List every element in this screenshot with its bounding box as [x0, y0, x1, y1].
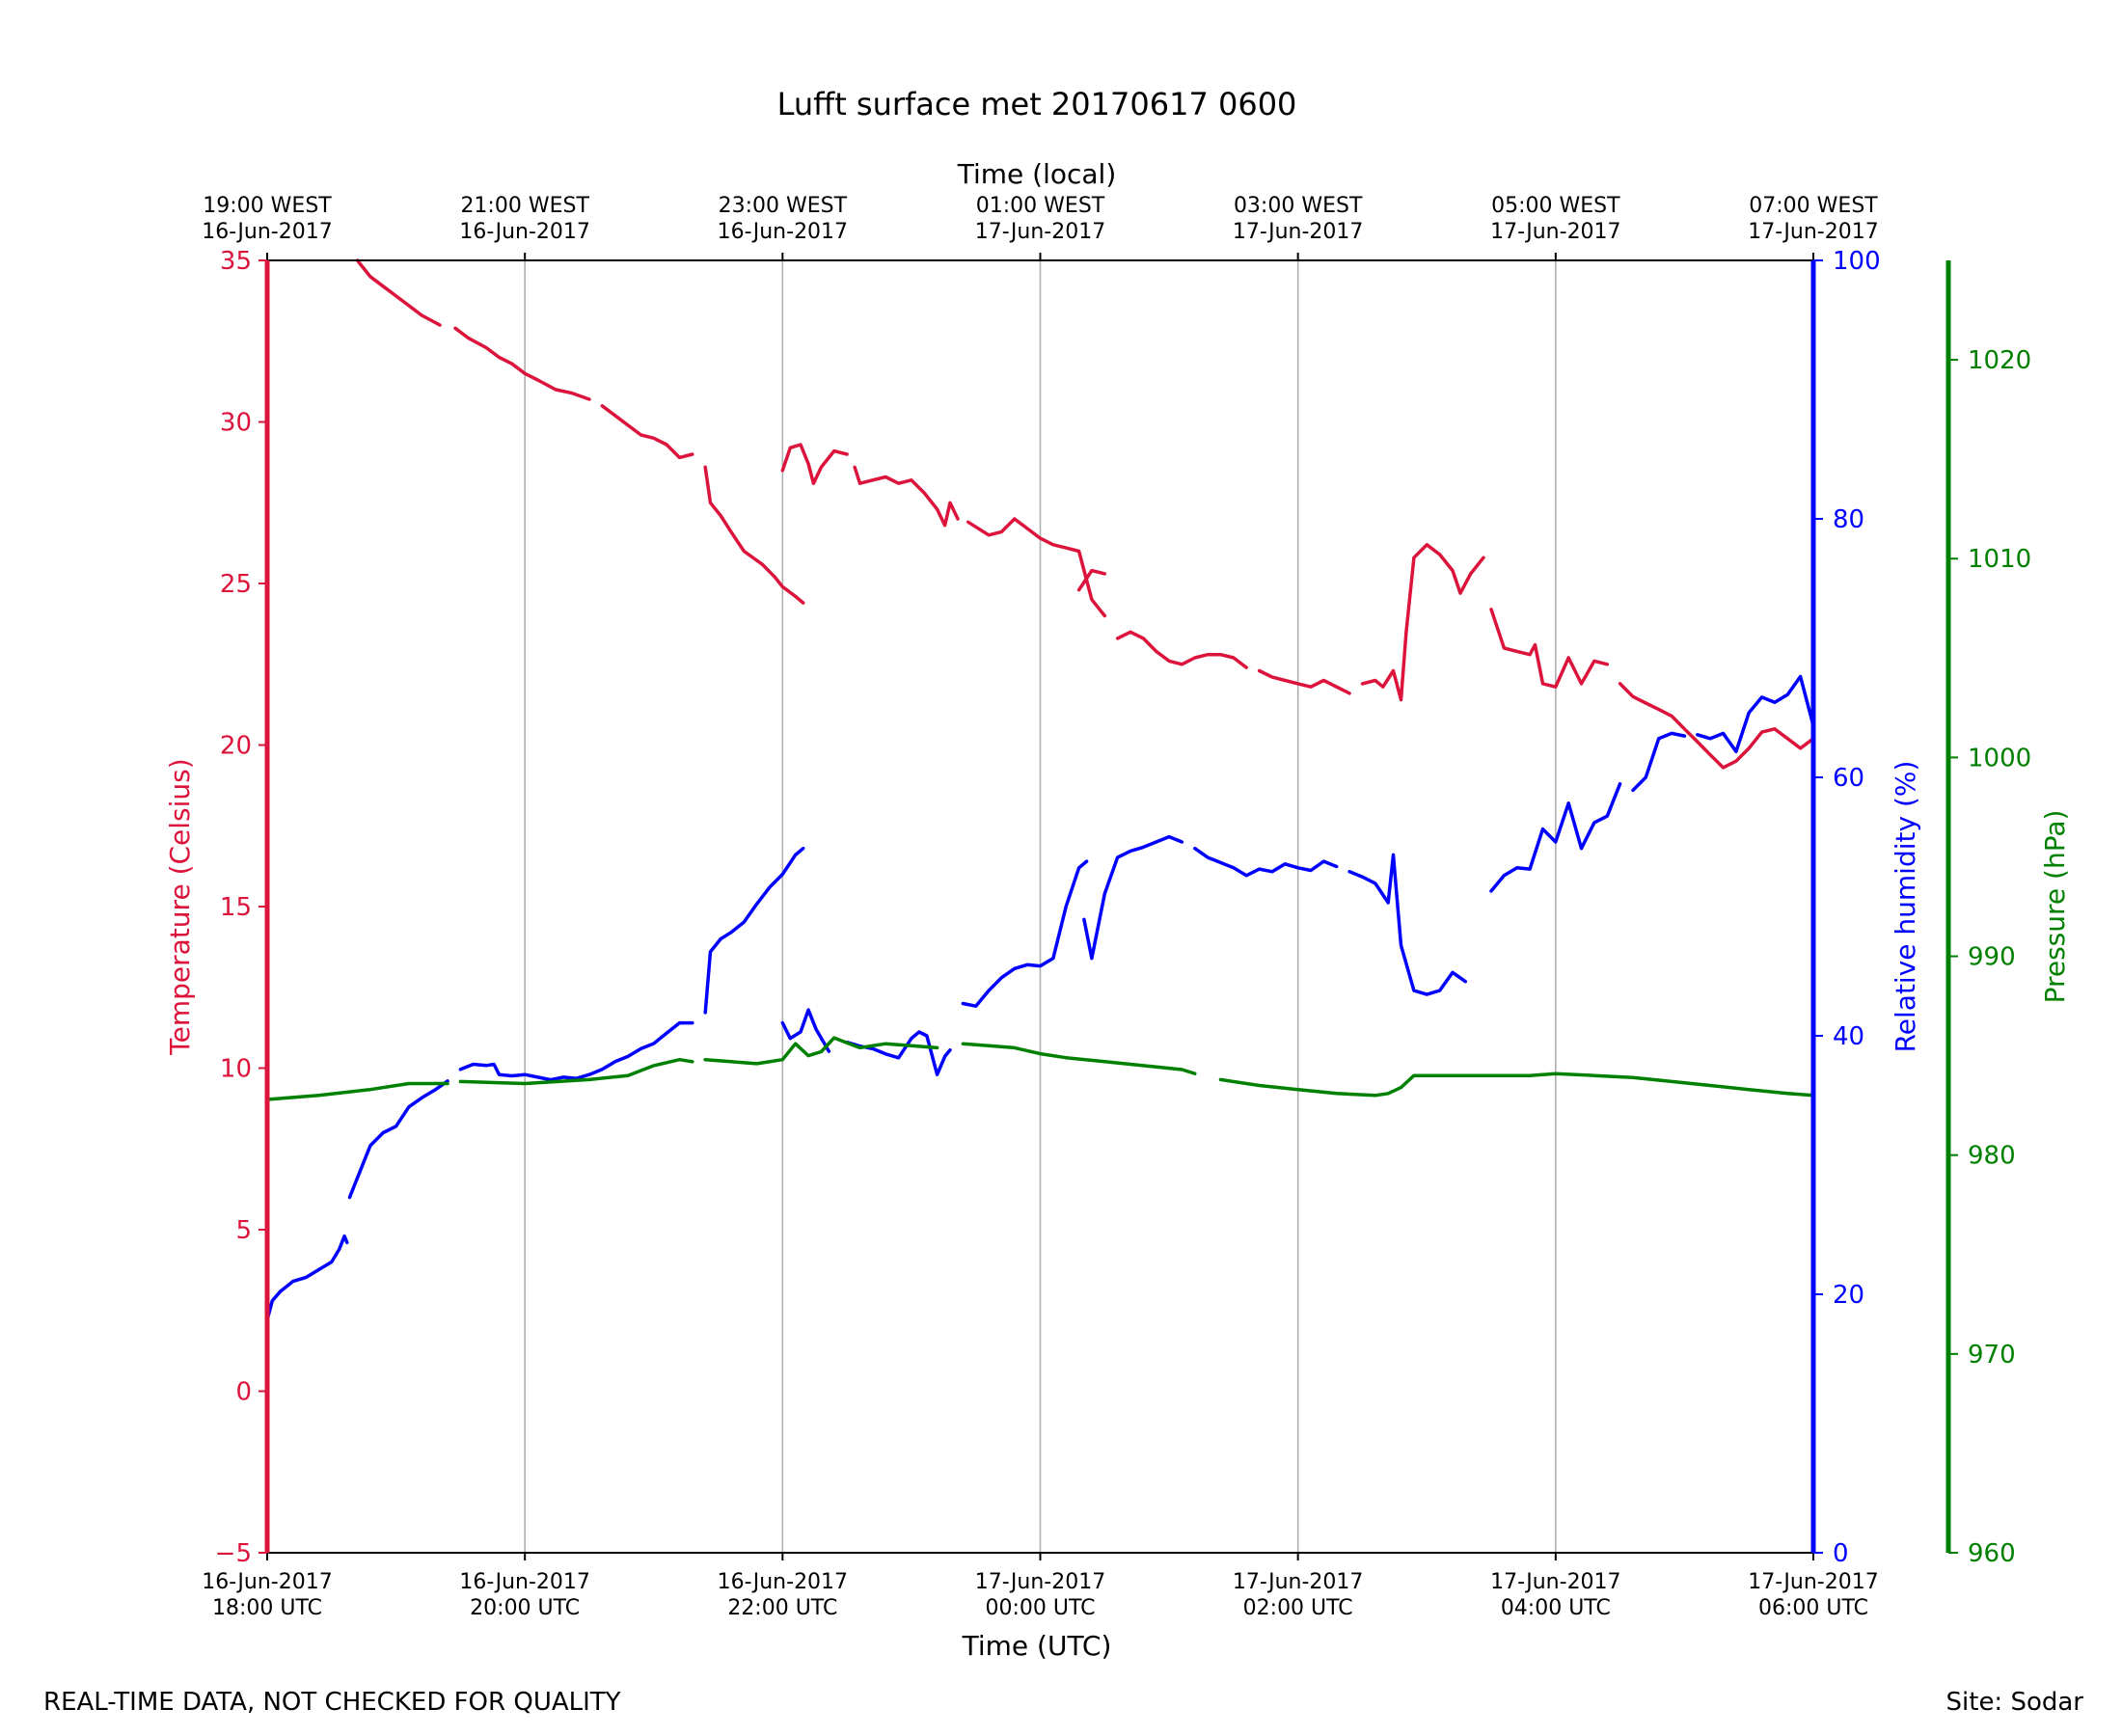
rh-series-line: [265, 1234, 349, 1322]
x-tick-label: 02:00 UTC: [1243, 1596, 1353, 1620]
top-x-tick-label: 05:00 WEST: [1491, 194, 1620, 218]
pressure-tick-label: 970: [1968, 1341, 2016, 1370]
top-x-tick-label: 07:00 WEST: [1749, 194, 1878, 218]
temp-series-line: [853, 465, 960, 528]
rh-series-line: [1347, 853, 1468, 996]
top-x-tick-label: 21:00 WEST: [460, 194, 589, 218]
bottom-axis-label: Time (UTC): [962, 1630, 1112, 1662]
humidity-tick-label: 0: [1833, 1539, 1849, 1568]
pressure-axis-label: Pressure (hPa): [2039, 810, 2071, 1004]
rh-series-line: [845, 1030, 952, 1076]
footer-quality-note: REAL-TIME DATA, NOT CHECKED FOR QUALITY: [43, 1688, 621, 1717]
temperature-tick-label: 30: [220, 409, 252, 438]
pres-series-line: [1218, 1071, 1815, 1098]
pressure-tick-label: 1000: [1968, 744, 2031, 773]
x-tick-label: 17-Jun-2017: [1233, 1570, 1363, 1594]
top-x-tick-label: 17-Jun-2017: [1233, 220, 1363, 244]
x-tick-label: 22:00 UTC: [727, 1596, 837, 1620]
pres-series-line: [265, 1081, 449, 1101]
temperature-tick-label: 35: [220, 247, 252, 276]
top-axis-label: Time (local): [957, 158, 1117, 190]
rh-series-line: [1193, 846, 1339, 878]
temp-series-line: [1257, 668, 1351, 695]
temp-series-line: [966, 517, 1107, 618]
series-lines: [265, 258, 1815, 1322]
top-x-tick-label: 19:00 WEST: [203, 194, 332, 218]
rh-series-line: [458, 1020, 694, 1082]
temp-series-line: [355, 258, 442, 327]
temp-series-line: [600, 404, 694, 460]
x-tick-label: 17-Jun-2017: [1748, 1570, 1878, 1594]
top-x-tick-label: 16-Jun-2017: [718, 220, 848, 244]
grid-lines: [266, 260, 1814, 1553]
temperature-tick-label: −5: [215, 1539, 252, 1568]
temperature-axis-label: Temperature (Celsius): [164, 758, 196, 1055]
top-x-tick-label: 17-Jun-2017: [975, 220, 1105, 244]
chart-title: Lufft surface met 20170617 0600: [777, 86, 1297, 122]
humidity-tick-label: 60: [1833, 764, 1864, 793]
x-tick-label: 16-Jun-2017: [459, 1570, 589, 1594]
top-x-tick-label: 17-Jun-2017: [1748, 220, 1878, 244]
temp-series-line: [703, 465, 805, 605]
rh-series-line: [1631, 731, 1687, 793]
temp-series-line: [1360, 543, 1485, 702]
rh-series-line: [961, 859, 1089, 1008]
x-tick-label: 20:00 UTC: [470, 1596, 580, 1620]
humidity-tick-label: 100: [1833, 247, 1881, 276]
x-tick-label: 00:00 UTC: [985, 1596, 1095, 1620]
pres-series-line: [703, 1036, 939, 1066]
humidity-axis-label: Relative humidity (%): [1890, 761, 1921, 1053]
rh-series-line: [703, 846, 805, 1015]
x-tick-label: 17-Jun-2017: [1490, 1570, 1620, 1594]
temp-series-line: [780, 443, 849, 485]
x-tick-label: 06:00 UTC: [1758, 1596, 1868, 1620]
rh-series-line: [347, 1079, 449, 1200]
temperature-tick-label: 25: [220, 570, 252, 599]
rh-series-line: [1696, 674, 1815, 753]
temperature-tick-label: 15: [220, 893, 252, 922]
humidity-tick-label: 40: [1833, 1022, 1864, 1051]
top-x-tick-label: 01:00 WEST: [976, 194, 1105, 218]
rh-series-line: [1489, 781, 1622, 893]
pressure-tick-label: 980: [1968, 1142, 2016, 1171]
top-x-tick-label: 03:00 WEST: [1234, 194, 1363, 218]
temperature-tick-label: 5: [235, 1216, 252, 1245]
temp-series-line: [1618, 682, 1815, 770]
pressure-tick-label: 1010: [1968, 545, 2031, 574]
x-tick-label: 18:00 UTC: [212, 1596, 322, 1620]
top-x-tick-label: 16-Jun-2017: [459, 220, 589, 244]
pres-series-line: [961, 1042, 1197, 1075]
top-x-tick-label: 23:00 WEST: [719, 194, 848, 218]
humidity-tick-label: 80: [1833, 505, 1864, 534]
x-tick-label: 16-Jun-2017: [202, 1570, 332, 1594]
pressure-tick-label: 990: [1968, 943, 2016, 972]
x-tick-label: 16-Jun-2017: [718, 1570, 848, 1594]
temperature-tick-label: 10: [220, 1055, 252, 1084]
temperature-tick-label: 20: [220, 732, 252, 761]
x-tick-label: 04:00 UTC: [1501, 1596, 1611, 1620]
top-x-tick-label: 16-Jun-2017: [202, 220, 332, 244]
pressure-tick-label: 1020: [1968, 346, 2031, 375]
pres-series-line: [458, 1057, 694, 1086]
temp-series-line: [1076, 568, 1107, 592]
pressure-tick-label: 960: [1968, 1539, 2016, 1568]
temp-series-line: [453, 326, 591, 401]
x-tick-label: 17-Jun-2017: [975, 1570, 1105, 1594]
rh-series-line: [1082, 834, 1184, 961]
top-x-tick-label: 17-Jun-2017: [1490, 220, 1620, 244]
temp-series-line: [1115, 630, 1248, 669]
temperature-tick-label: 0: [235, 1378, 252, 1407]
temp-series-line: [1489, 608, 1610, 689]
humidity-tick-label: 20: [1833, 1281, 1864, 1310]
rh-series-line: [780, 1008, 831, 1053]
footer-site: Site: Sodar: [1946, 1688, 2084, 1717]
